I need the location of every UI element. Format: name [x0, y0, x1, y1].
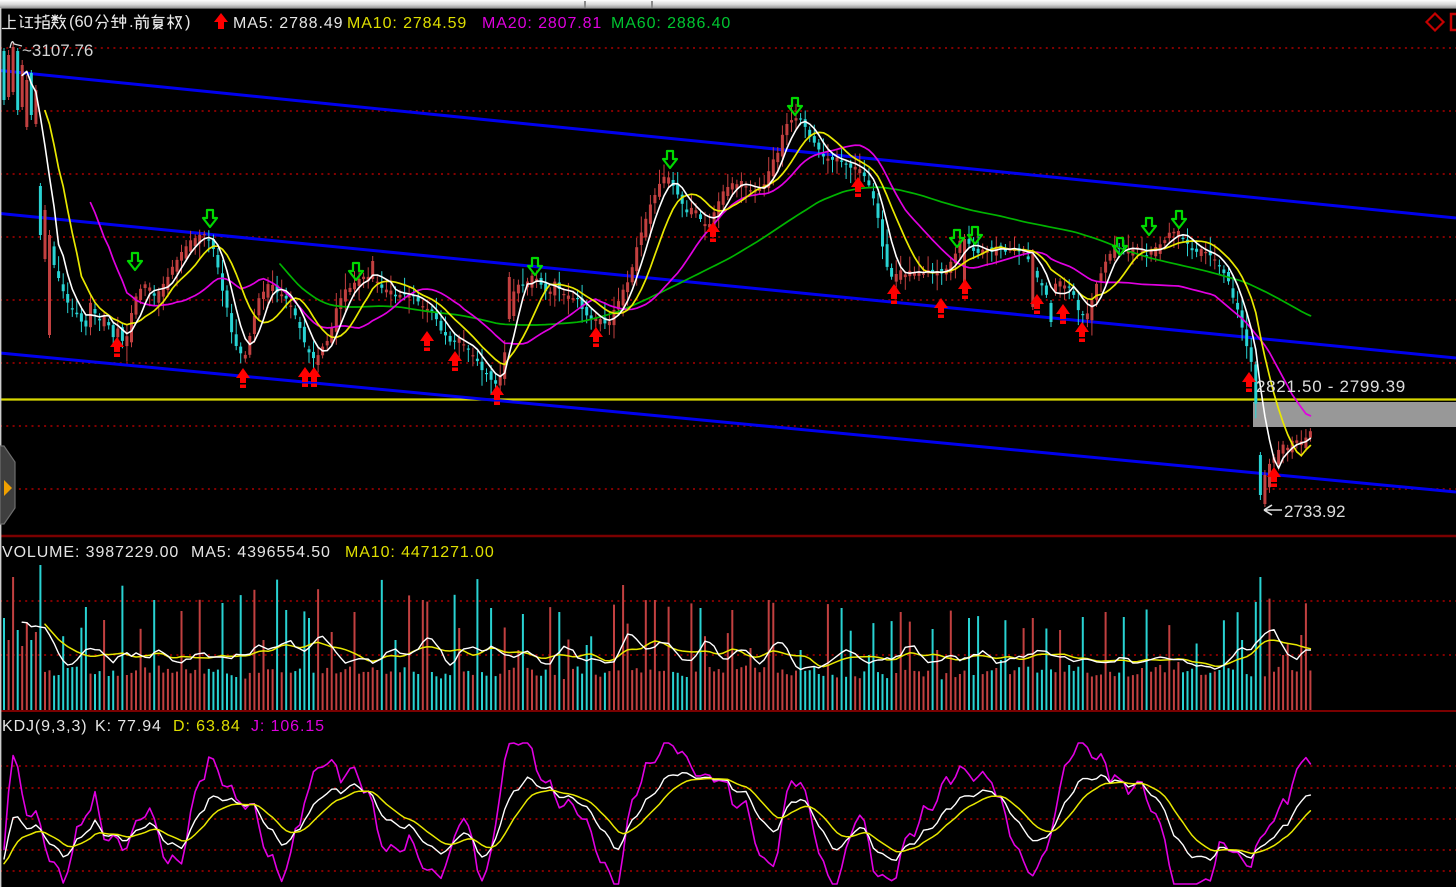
- svg-text:MA10: 4471271.00: MA10: 4471271.00: [345, 544, 495, 561]
- svg-text:MA10: 2784.59: MA10: 2784.59: [347, 15, 467, 32]
- svg-text:(60: (60: [69, 13, 93, 31]
- svg-text:MA5: 2788.49: MA5: 2788.49: [233, 15, 343, 32]
- svg-text:J: 106.15: J: 106.15: [251, 718, 325, 735]
- svg-text:D: 63.84: D: 63.84: [173, 718, 241, 735]
- svg-text:): ): [185, 13, 191, 31]
- svg-text:MA5: 4396554.50: MA5: 4396554.50: [191, 544, 331, 561]
- svg-text:.: .: [129, 13, 134, 31]
- svg-text:2733.92: 2733.92: [1284, 502, 1345, 521]
- svg-text:KDJ(9,3,3): KDJ(9,3,3): [2, 718, 87, 735]
- svg-text:MA60: 2886.40: MA60: 2886.40: [611, 15, 731, 32]
- svg-text:K: 77.94: K: 77.94: [95, 718, 162, 735]
- svg-text:MA20: 2807.81: MA20: 2807.81: [482, 15, 602, 32]
- svg-text:VOLUME: 3987229.00: VOLUME: 3987229.00: [2, 544, 179, 561]
- svg-text:2821.50 - 2799.39: 2821.50 - 2799.39: [1256, 377, 1406, 396]
- svg-text:~3107.76: ~3107.76: [22, 41, 93, 60]
